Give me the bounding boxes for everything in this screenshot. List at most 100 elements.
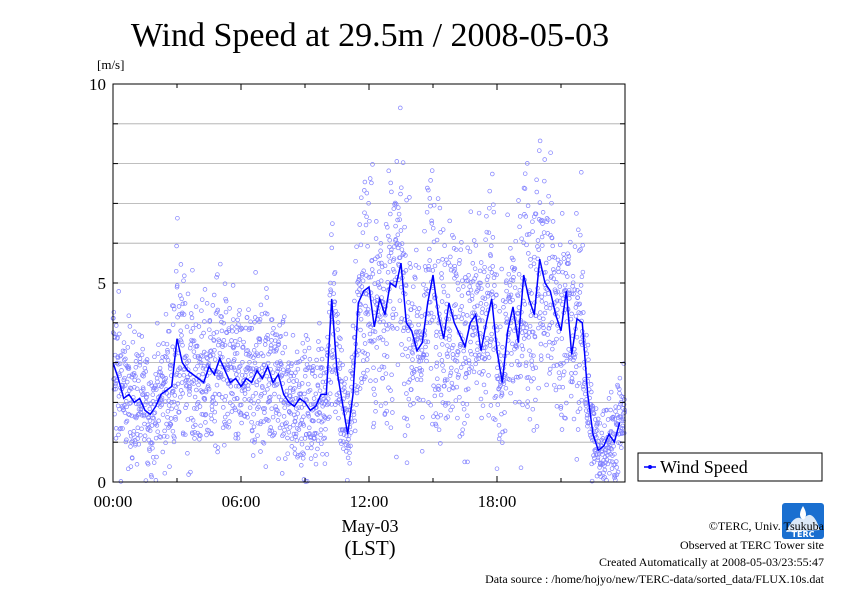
scatter-point xyxy=(562,307,568,312)
scatter-point xyxy=(431,414,436,419)
scatter-point xyxy=(159,402,165,408)
scatter-point xyxy=(146,414,151,420)
scatter-point xyxy=(191,349,197,354)
scatter-point xyxy=(407,319,412,325)
scatter-point xyxy=(219,328,225,334)
scatter-point xyxy=(389,372,394,378)
scatter-point xyxy=(136,378,141,384)
scatter-point xyxy=(603,460,608,465)
scatter-point xyxy=(561,369,567,374)
scatter-point xyxy=(227,342,233,347)
scatter-point xyxy=(555,257,561,263)
scatter-point xyxy=(118,426,123,431)
scatter-point xyxy=(362,341,368,346)
scatter-point xyxy=(130,339,136,345)
scatter-point xyxy=(165,409,171,414)
scatter-point xyxy=(299,405,304,410)
scatter-point xyxy=(433,345,439,350)
scatter-point xyxy=(129,439,134,445)
scatter-point xyxy=(431,203,437,208)
scatter-point xyxy=(420,415,425,420)
scatter-point xyxy=(530,329,536,335)
scatter-point xyxy=(354,390,360,396)
scatter-point xyxy=(331,291,336,296)
scatter-point xyxy=(215,449,220,455)
scatter-point xyxy=(490,235,496,240)
scatter-point xyxy=(113,426,119,431)
scatter-point xyxy=(269,317,275,322)
scatter-point xyxy=(360,230,366,235)
scatter-point xyxy=(143,399,149,405)
scatter-point xyxy=(348,443,353,449)
scatter-point xyxy=(217,339,222,344)
legend-box xyxy=(637,452,823,482)
scatter-point xyxy=(246,386,251,392)
scatter-point xyxy=(578,311,583,316)
scatter-point xyxy=(234,329,239,334)
scatter-point xyxy=(186,377,191,383)
scatter-point xyxy=(527,323,533,329)
scatter-point xyxy=(450,352,456,357)
scatter-point xyxy=(204,432,209,438)
scatter-point xyxy=(269,338,274,343)
scatter-point xyxy=(382,352,387,358)
scatter-point xyxy=(232,351,238,357)
scatter-point xyxy=(200,354,205,359)
scatter-point xyxy=(328,380,334,385)
scatter-point xyxy=(378,403,384,409)
scatter-point xyxy=(476,356,481,362)
scatter-point xyxy=(308,402,314,407)
scatter-point xyxy=(490,264,495,269)
scatter-point xyxy=(285,451,290,456)
scatter-point xyxy=(153,435,159,441)
scatter-point xyxy=(260,439,266,445)
scatter-point xyxy=(289,444,295,449)
scatter-point xyxy=(547,366,553,372)
scatter-point xyxy=(544,216,550,221)
scatter-point xyxy=(576,310,581,315)
scatter-point xyxy=(536,325,541,331)
scatter-point xyxy=(573,370,578,376)
scatter-point xyxy=(236,322,241,327)
scatter-point xyxy=(153,420,158,426)
scatter-point xyxy=(619,430,625,436)
scatter-point xyxy=(614,412,620,418)
scatter-point xyxy=(275,342,281,348)
scatter-point xyxy=(320,379,326,385)
scatter-point xyxy=(363,303,368,309)
scatter-point xyxy=(501,305,506,310)
scatter-point xyxy=(204,301,210,306)
scatter-point xyxy=(444,351,450,357)
scatter-point xyxy=(465,459,470,465)
scatter-point xyxy=(453,247,459,252)
scatter-point xyxy=(573,313,579,319)
scatter-point xyxy=(407,377,413,383)
scatter-point xyxy=(609,466,615,471)
scatter-point xyxy=(368,378,373,384)
scatter-point xyxy=(391,256,397,261)
scatter-point xyxy=(572,244,578,249)
scatter-point xyxy=(504,278,509,284)
scatter-point xyxy=(457,258,462,263)
scatter-point xyxy=(286,378,292,383)
scatter-point xyxy=(282,405,287,410)
scatter-point xyxy=(315,383,321,389)
legend-marker-swatch xyxy=(648,465,652,469)
scatter-point xyxy=(209,399,215,405)
scatter-point xyxy=(255,433,260,438)
scatter-point xyxy=(209,416,214,422)
scatter-point xyxy=(590,405,596,411)
scatter-point xyxy=(360,278,366,283)
scatter-point xyxy=(562,288,567,294)
scatter-point xyxy=(373,409,378,414)
scatter-point xyxy=(384,354,390,359)
scatter-point xyxy=(385,326,390,332)
scatter-point xyxy=(487,266,493,272)
scatter-point xyxy=(118,352,124,358)
scatter-point xyxy=(439,271,444,276)
scatter-point xyxy=(438,441,443,446)
scatter-point xyxy=(486,373,491,378)
scatter-point xyxy=(434,333,439,338)
scatter-point xyxy=(398,191,403,197)
scatter-point xyxy=(499,392,505,397)
